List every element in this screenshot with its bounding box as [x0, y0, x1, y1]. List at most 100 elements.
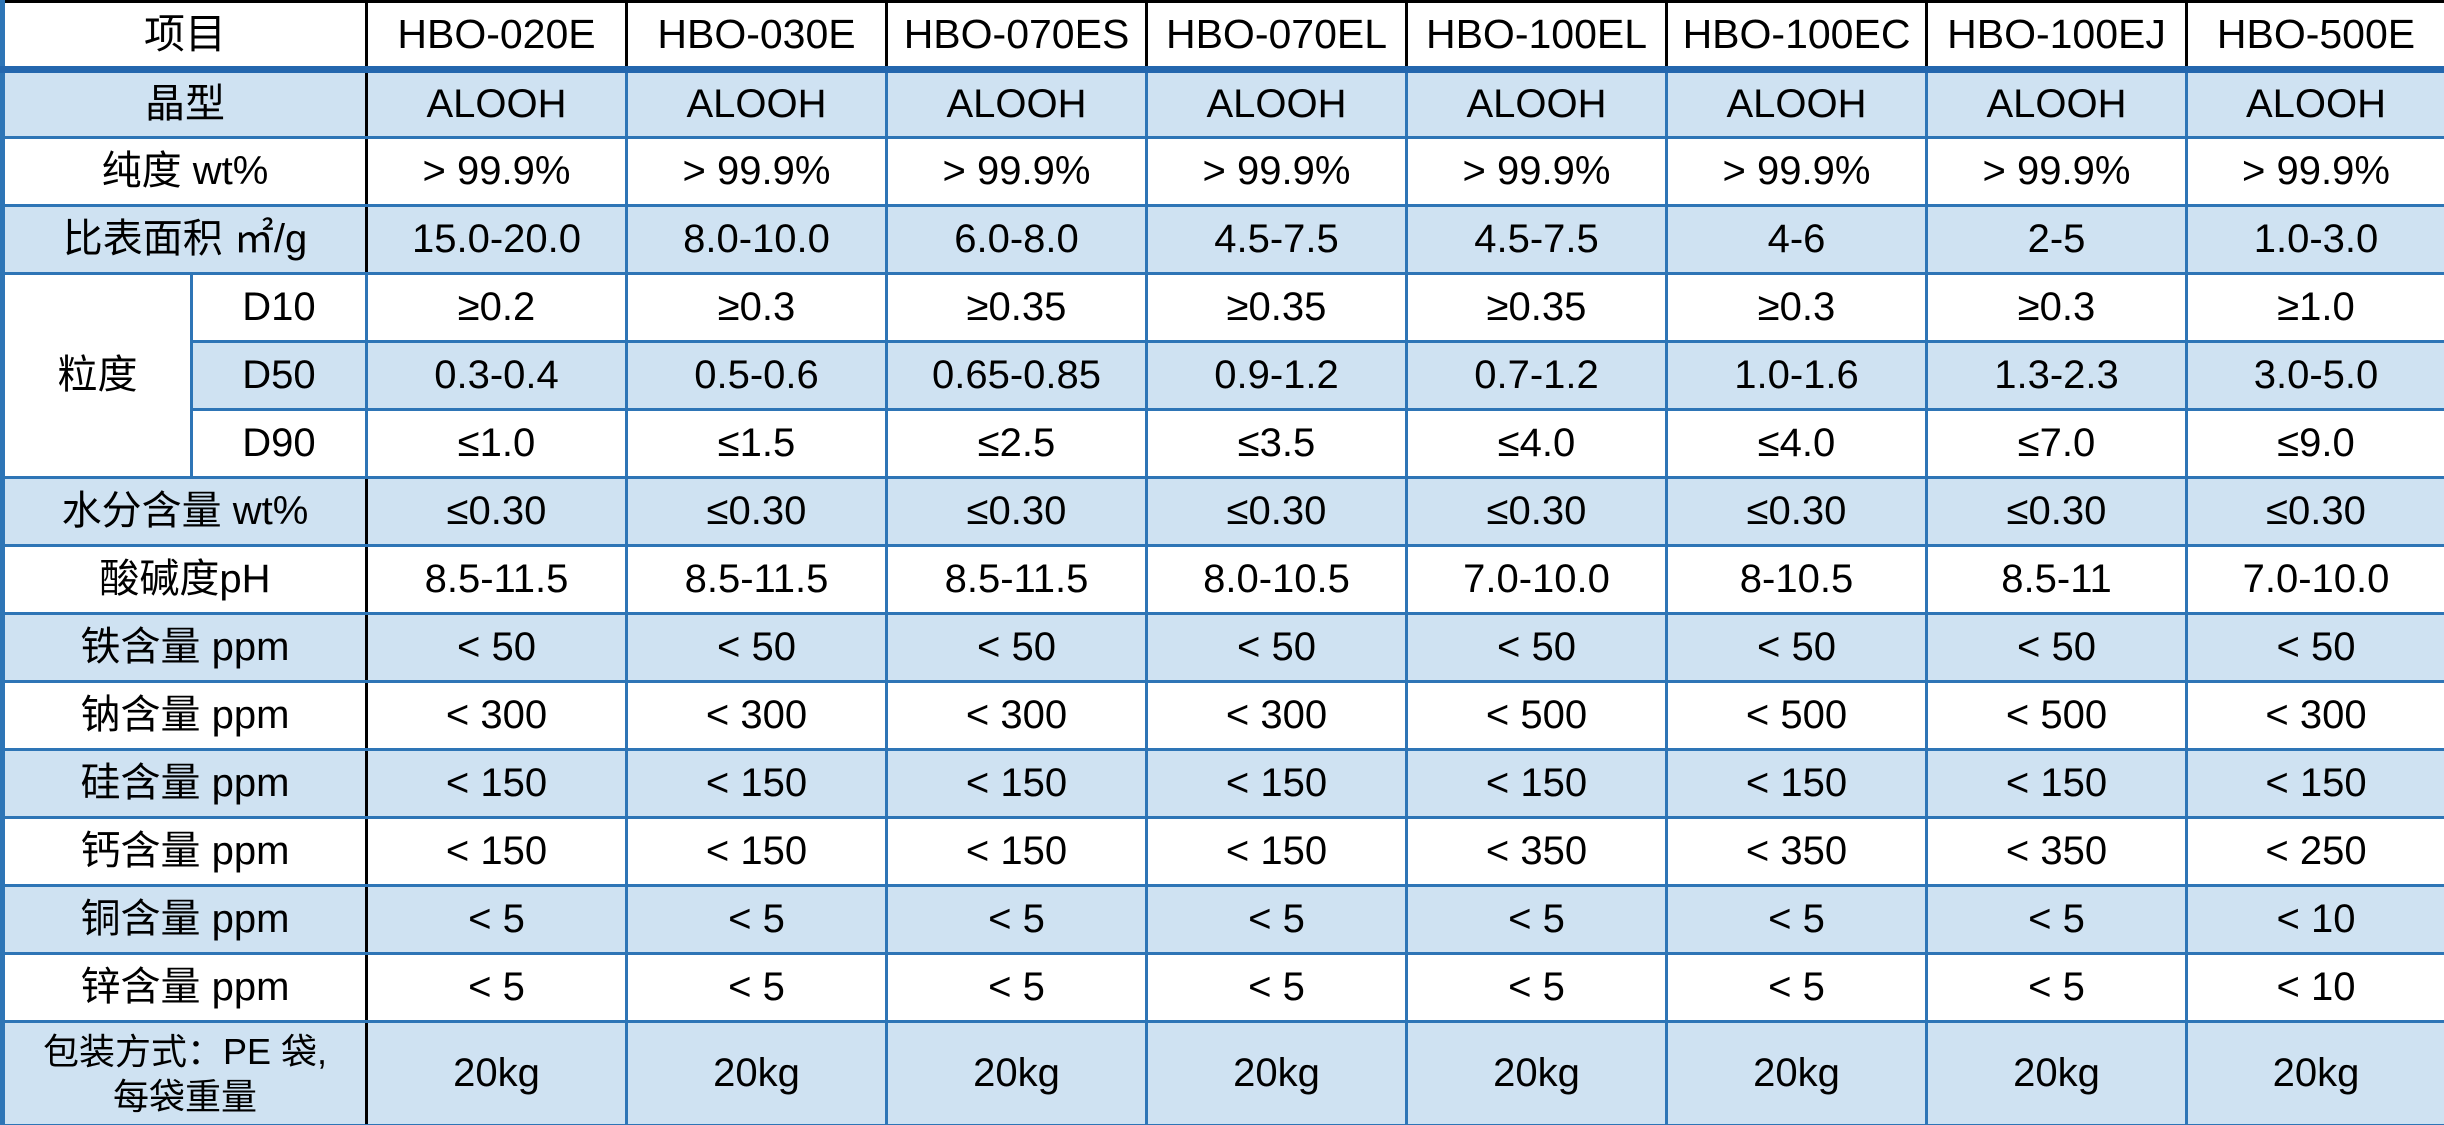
cell-value: 7.0-10.0 — [1405, 544, 1668, 615]
cell-value: < 150 — [1145, 748, 1408, 819]
table-row: D90 ≤1.0 ≤1.5 ≤2.5 ≤3.5 ≤4.0 ≤4.0 ≤7.0 ≤9.0 — [3, 408, 2444, 479]
cell-value: ≤3.5 — [1145, 408, 1408, 479]
header-product-cell: HBO-100EJ — [1925, 0, 2188, 73]
cell-value: < 5 — [365, 952, 628, 1023]
cell-value: 1.0-3.0 — [2185, 204, 2444, 275]
pack-label-line: 包装方式：PE 袋, — [42, 1030, 328, 1072]
cell-value: 0.9-1.2 — [1145, 340, 1408, 411]
cell-value: < 300 — [625, 680, 888, 751]
cell-value: < 300 — [1145, 680, 1408, 751]
cell-value: < 5 — [625, 952, 888, 1023]
cell-value: ≤0.30 — [1405, 476, 1668, 547]
cell-value: ALOOH — [1665, 68, 1928, 139]
cell-value: < 5 — [1405, 884, 1668, 955]
cell-value: ALOOH — [2185, 68, 2444, 139]
cell-value: 7.0-10.0 — [2185, 544, 2444, 615]
cell-value: ALOOH — [625, 68, 888, 139]
row-label: 铁含量 ppm — [1, 612, 368, 683]
cell-value: < 150 — [1145, 816, 1408, 887]
cell-value: ≤0.30 — [1925, 476, 2188, 547]
cell-value: 4-6 — [1665, 204, 1928, 275]
cell-value: < 50 — [365, 612, 628, 683]
cell-value: < 50 — [1925, 612, 2188, 683]
cell-value: < 300 — [2185, 680, 2444, 751]
cell-value: 3.0-5.0 — [2185, 340, 2444, 411]
header-product-cell: HBO-100EC — [1665, 0, 1928, 73]
cell-value: ≤0.30 — [625, 476, 888, 547]
cell-value: < 150 — [1405, 748, 1668, 819]
table-row: 钠含量 ppm < 300 < 300 < 300 < 300 < 500 < 500 < 5… — [1, 680, 2444, 751]
table-header-row: 项目 HBO-020E HBO-030E HBO-070ES HBO-070EL HBO-… — [1, 0, 2444, 73]
cell-value: ≤2.5 — [885, 408, 1148, 479]
cell-value: < 5 — [1405, 952, 1668, 1023]
cell-value: 8.0-10.5 — [1145, 544, 1408, 615]
row-label: 铜含量 ppm — [1, 884, 368, 955]
cell-value: ≥0.3 — [625, 272, 888, 343]
cell-value: < 5 — [625, 884, 888, 955]
cell-value: < 250 — [2185, 816, 2444, 887]
table-row: 粒度 D10 ≥0.2 ≥0.3 ≥0.35 ≥0.35 ≥0.35 ≥0.3 ≥0.3 ≥1.0 — [1, 272, 2444, 479]
header-product-cell: HBO-020E — [365, 0, 628, 73]
cell-value: > 99.9% — [1405, 136, 1668, 207]
table-row: 铜含量 ppm < 5 < 5 < 5 < 5 < 5 < 5 < 5 < 10 — [1, 884, 2444, 955]
cell-value: > 99.9% — [1925, 136, 2188, 207]
cell-value: 8-10.5 — [1665, 544, 1928, 615]
cell-value: < 5 — [885, 884, 1148, 955]
row-label: 酸碱度pH — [1, 544, 368, 615]
table-row: 水分含量 wt% ≤0.30 ≤0.30 ≤0.30 ≤0.30 ≤0.30 ≤0.30 ≤0… — [1, 476, 2444, 547]
header-item-cell: 项目 — [1, 0, 368, 73]
cell-value: ≥0.35 — [1405, 272, 1668, 343]
cell-value: ≤0.30 — [885, 476, 1148, 547]
cell-value: ≥0.3 — [1925, 272, 2188, 343]
cell-value: 2-5 — [1925, 204, 2188, 275]
cell-value: < 150 — [885, 748, 1148, 819]
cell-value: ≤4.0 — [1405, 408, 1668, 479]
cell-value: 8.0-10.0 — [625, 204, 888, 275]
row-label: 钙含量 ppm — [1, 816, 368, 887]
cell-value: ≤7.0 — [1925, 408, 2188, 479]
cell-value: < 50 — [1145, 612, 1408, 683]
cell-value: ALOOH — [1145, 68, 1408, 139]
cell-value: ≥0.35 — [885, 272, 1148, 343]
cell-value: < 150 — [625, 816, 888, 887]
cell-value: < 300 — [365, 680, 628, 751]
cell-value: < 50 — [1665, 612, 1928, 683]
cell-value: 8.5-11.5 — [625, 544, 888, 615]
cell-value: > 99.9% — [625, 136, 888, 207]
cell-value: > 99.9% — [1665, 136, 1928, 207]
row-label: 比表面积 ㎡/g — [1, 204, 368, 275]
row-label: 钠含量 ppm — [1, 680, 368, 751]
cell-value: ≤0.30 — [2185, 476, 2444, 547]
row-label: 包装方式：PE 袋, 每袋重量 — [1, 1020, 368, 1125]
header-product-cell: HBO-070ES — [885, 0, 1148, 73]
row-label: 硅含量 ppm — [1, 748, 368, 819]
cell-value: > 99.9% — [2185, 136, 2444, 207]
cell-value: < 150 — [365, 816, 628, 887]
cell-value: 20kg — [1405, 1020, 1668, 1125]
cell-value: 6.0-8.0 — [885, 204, 1148, 275]
cell-value: > 99.9% — [885, 136, 1148, 207]
cell-value: 20kg — [1925, 1020, 2188, 1125]
cell-value: 0.5-0.6 — [625, 340, 888, 411]
cell-value: 20kg — [625, 1020, 888, 1125]
cell-value: < 500 — [1665, 680, 1928, 751]
cell-value: < 350 — [1405, 816, 1668, 887]
cell-value: 4.5-7.5 — [1145, 204, 1408, 275]
header-row: 项目 HBO-020E HBO-030E HBO-070ES HBO-070EL HBO-… — [1, 0, 2444, 73]
header-product-cell: HBO-030E — [625, 0, 888, 73]
cell-value: 20kg — [2185, 1020, 2444, 1125]
table-row: 包装方式：PE 袋, 每袋重量 20kg 20kg 20kg 20kg 20kg 20kg 20… — [1, 1020, 2444, 1125]
table-row: D50 0.3-0.4 0.5-0.6 0.65-0.85 0.9-1.2 0.7-1.2… — [3, 340, 2444, 411]
cell-value: 0.65-0.85 — [885, 340, 1148, 411]
header-product-cell: HBO-070EL — [1145, 0, 1408, 73]
cell-value: 1.3-2.3 — [1925, 340, 2188, 411]
cell-value: ≤9.0 — [2185, 408, 2444, 479]
cell-value: < 150 — [2185, 748, 2444, 819]
cell-value: < 5 — [1145, 884, 1408, 955]
row-label: 晶型 — [1, 68, 368, 139]
cell-value: 20kg — [365, 1020, 628, 1125]
table-row: 锌含量 ppm < 5 < 5 < 5 < 5 < 5 < 5 < 5 < 10 — [1, 952, 2444, 1023]
cell-value: < 50 — [885, 612, 1148, 683]
cell-value: < 50 — [1405, 612, 1668, 683]
cell-value: ≤0.30 — [1145, 476, 1408, 547]
